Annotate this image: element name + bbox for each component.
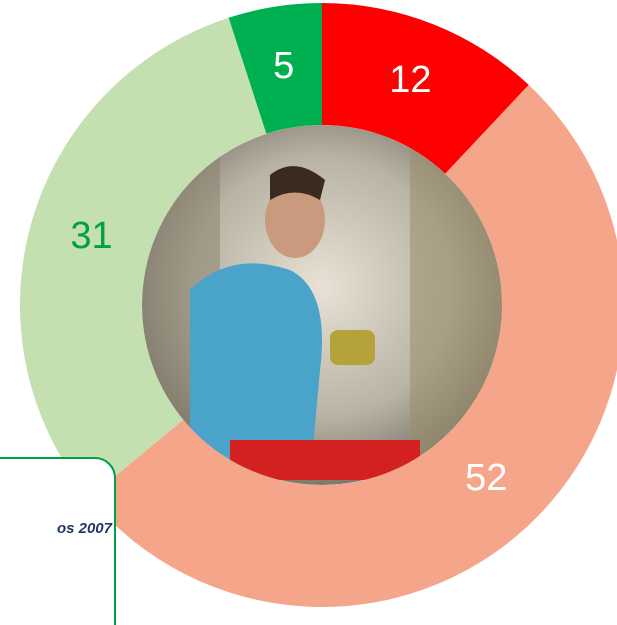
value-label: 31 xyxy=(70,215,112,257)
value-label: 12 xyxy=(389,59,431,101)
value-label: 5 xyxy=(273,45,294,87)
chart: os 2007 12 52 31 5 xyxy=(0,0,617,625)
note-box: os 2007 xyxy=(0,458,115,625)
page: {"chart_data": {"type": "donut", "catego… xyxy=(0,0,617,625)
value-label: 52 xyxy=(465,457,507,499)
annotation: os 2007 xyxy=(57,520,113,537)
